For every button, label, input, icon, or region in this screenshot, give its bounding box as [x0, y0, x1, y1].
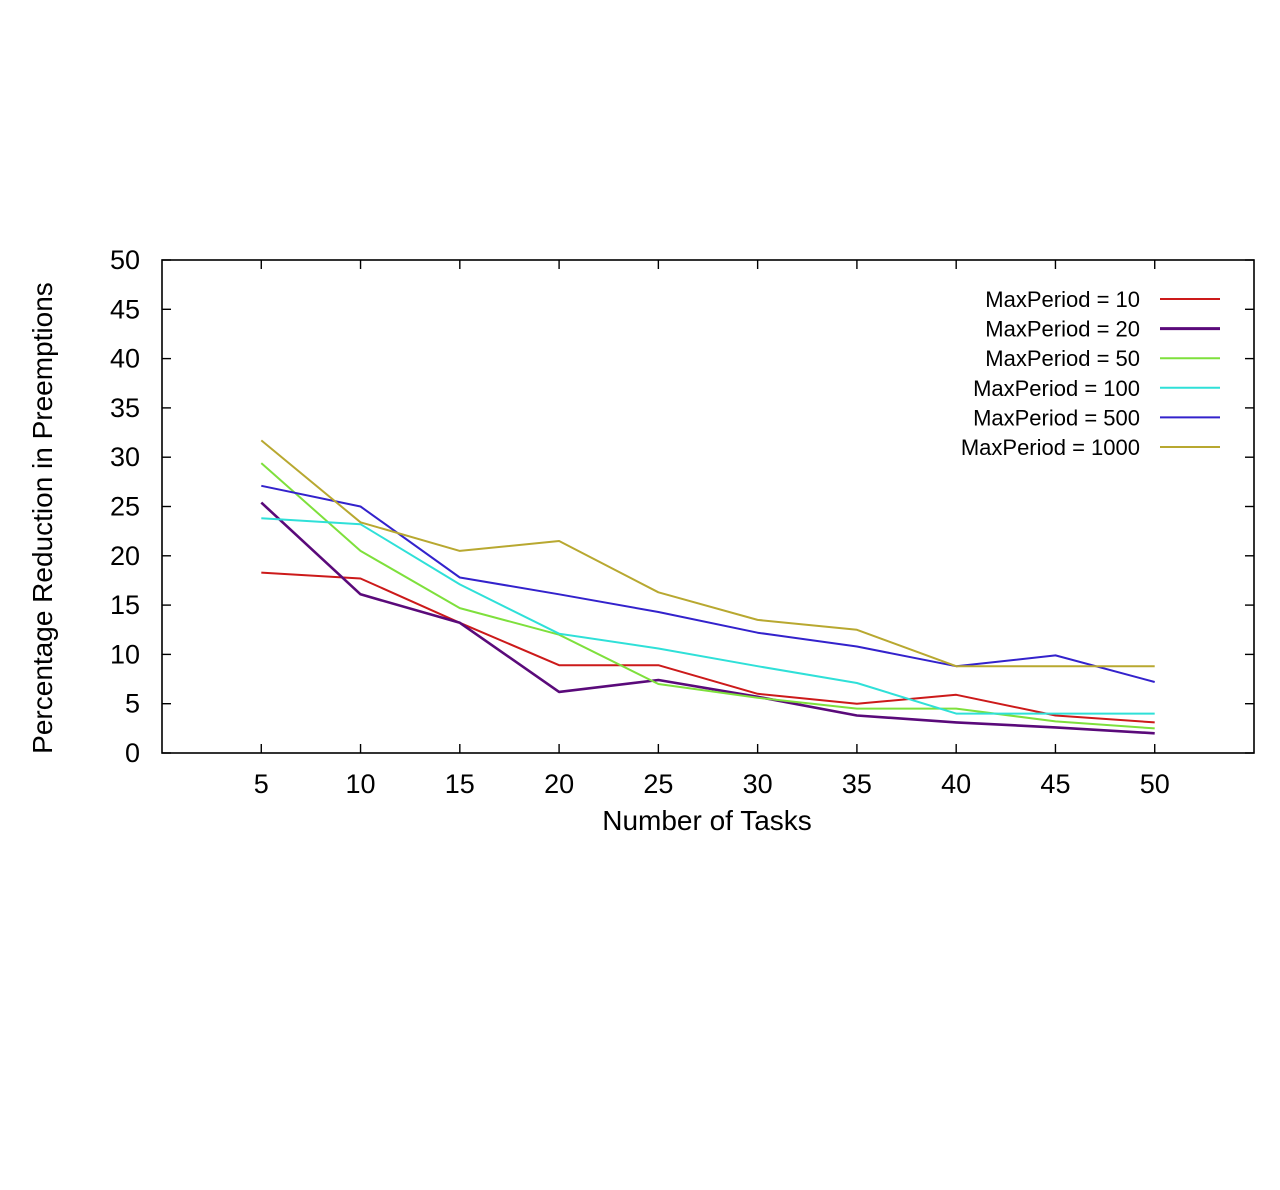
- x-tick-label: 30: [743, 769, 773, 799]
- y-tick-label: 50: [110, 245, 140, 275]
- legend-label: MaxPeriod = 50: [985, 346, 1140, 371]
- series-line-1: [261, 571, 1155, 724]
- axes-group: 0 5 10 15 20 25 30 35 40 45 50 5 10 15 20 25 30 35 40 45 50: [110, 245, 1255, 799]
- series-line-5: [261, 484, 1155, 683]
- x-tick-label: 5: [254, 769, 269, 799]
- series-line-2: [260, 501, 1155, 735]
- y-tick-label: 0: [125, 738, 140, 768]
- legend: MaxPeriod = 10 MaxPeriod = 20 MaxPeriod = …: [961, 287, 1220, 460]
- x-tick-label: 40: [941, 769, 971, 799]
- series-line-3: [260, 462, 1155, 730]
- y-tick-label: 25: [110, 492, 140, 522]
- y-tick-label: 10: [110, 639, 140, 669]
- y-tick-label: 45: [110, 294, 140, 324]
- x-tick-label: 45: [1040, 769, 1070, 799]
- legend-label: MaxPeriod = 100: [973, 376, 1140, 401]
- x-tick-label: 20: [544, 769, 574, 799]
- x-tick-label: 15: [445, 769, 475, 799]
- y-tick-label: 5: [125, 689, 140, 719]
- y-axis-label: Percentage Reduction in Preemptions: [27, 282, 58, 754]
- series-group: [260, 439, 1155, 735]
- legend-label: MaxPeriod = 10: [985, 287, 1140, 312]
- legend-label: MaxPeriod = 500: [973, 405, 1140, 430]
- legend-label: MaxPeriod = 1000: [961, 435, 1140, 460]
- y-tick-label: 40: [110, 344, 140, 374]
- y-tick-label: 15: [110, 590, 140, 620]
- y-tick-label: 30: [110, 442, 140, 472]
- x-axis-label: Number of Tasks: [602, 805, 812, 836]
- x-tick-label: 10: [346, 769, 376, 799]
- x-tick-label: 35: [842, 769, 872, 799]
- legend-label: MaxPeriod = 20: [985, 317, 1140, 342]
- series-line-6: [260, 439, 1155, 668]
- y-tick-label: 20: [110, 541, 140, 571]
- series-line-4: [261, 517, 1155, 715]
- x-tick-label: 50: [1140, 769, 1170, 799]
- x-tick-label: 25: [643, 769, 673, 799]
- y-tick-label: 35: [110, 393, 140, 423]
